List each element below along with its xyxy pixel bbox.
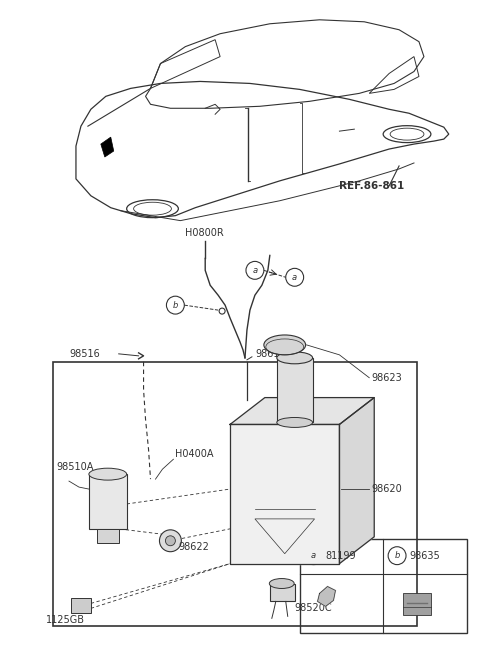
Bar (300, 539, 467, 633)
Bar (403, 593, 431, 616)
Bar (97, 529, 119, 543)
Bar (89, 474, 127, 529)
Text: 98610: 98610 (255, 349, 286, 359)
Bar (71, 599, 91, 614)
Bar (270, 583, 295, 601)
Text: a: a (311, 551, 316, 560)
Text: REF.86-861: REF.86-861 (339, 181, 405, 191)
Polygon shape (230, 397, 374, 424)
Text: 1125GB: 1125GB (46, 616, 85, 625)
Text: 81199: 81199 (325, 551, 356, 560)
Text: a: a (292, 273, 297, 282)
Polygon shape (318, 587, 336, 606)
Text: 98635: 98635 (409, 551, 440, 560)
Ellipse shape (269, 579, 294, 589)
Bar (277, 358, 312, 422)
Ellipse shape (277, 352, 312, 364)
Text: H0400A: H0400A (175, 449, 214, 459)
Text: 98623: 98623 (371, 373, 402, 383)
Ellipse shape (277, 417, 312, 428)
Circle shape (166, 536, 175, 546)
Circle shape (219, 308, 225, 314)
Text: b: b (173, 301, 178, 309)
Text: 98520C: 98520C (295, 603, 332, 614)
Text: H0800R: H0800R (185, 227, 224, 238)
Polygon shape (339, 397, 374, 564)
Ellipse shape (264, 335, 306, 355)
Polygon shape (230, 424, 339, 564)
Text: a: a (252, 266, 257, 275)
Text: 98510A: 98510A (56, 462, 94, 472)
Polygon shape (101, 137, 114, 157)
Circle shape (159, 530, 181, 552)
Ellipse shape (89, 468, 127, 480)
Text: 98516: 98516 (69, 349, 100, 359)
Text: 98622: 98622 (179, 542, 209, 552)
Text: 98620: 98620 (371, 484, 402, 494)
Text: b: b (395, 551, 400, 560)
Bar (53, 362, 417, 626)
